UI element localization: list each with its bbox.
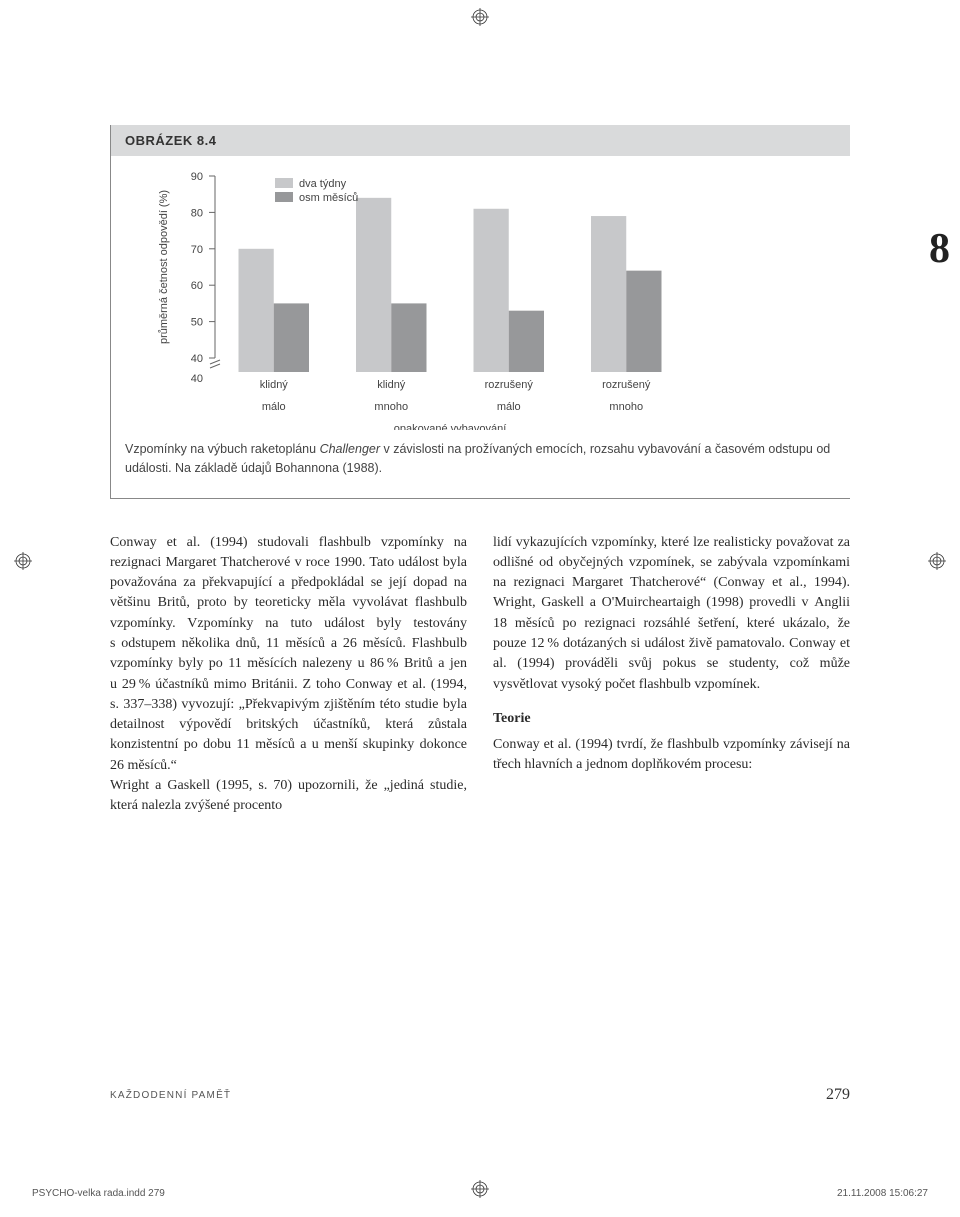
svg-text:40: 40	[191, 373, 203, 385]
registration-mark-icon	[471, 1180, 489, 1198]
caption-italic: Challenger	[320, 442, 380, 456]
chapter-number: 8	[929, 225, 950, 273]
svg-text:průměrná četnost odpovědí (%): průměrná četnost odpovědí (%)	[158, 190, 170, 344]
print-meta-timestamp: 21.11.2008 15:06:27	[837, 1188, 928, 1199]
svg-text:rozrušený: rozrušený	[485, 379, 534, 391]
svg-text:70: 70	[191, 244, 203, 256]
svg-text:mnoho: mnoho	[374, 401, 408, 413]
svg-text:80: 80	[191, 207, 203, 219]
caption-text-a: Vzpomínky na výbuch raketoplánu	[125, 442, 320, 456]
svg-text:klidný: klidný	[260, 379, 289, 391]
registration-mark-icon	[471, 8, 489, 26]
svg-text:40: 40	[191, 353, 203, 365]
section-heading: Teorie	[493, 709, 850, 729]
figure-caption: Vzpomínky na výbuch raketoplánu Challeng…	[125, 440, 836, 498]
bar-chart: 40 50 60 70 80 90 průměrná četnost odpovědí (%…	[125, 170, 836, 430]
figure-title: OBRÁZEK 8.4	[111, 125, 850, 156]
print-meta-file: PSYCHO-velka rada.indd 279	[32, 1188, 165, 1199]
running-footer: KAŽDODENNÍ PAMĚŤ	[110, 1090, 231, 1101]
svg-text:málo: málo	[497, 401, 521, 413]
paragraph: Conway et al. (1994) studovali flashbulb…	[110, 533, 467, 777]
column-right: lidí vykazujících vzpomínky, které lze r…	[493, 533, 850, 817]
svg-text:90: 90	[191, 171, 203, 183]
paragraph: Wright a Gaskell (1995, s. 70) upozornil…	[110, 776, 467, 817]
svg-text:60: 60	[191, 280, 203, 292]
registration-mark-icon	[928, 552, 946, 570]
svg-text:dva týdny: dva týdny	[299, 178, 347, 190]
registration-mark-icon	[14, 552, 32, 570]
body-columns: Conway et al. (1994) studovali flashbulb…	[110, 533, 850, 817]
column-left: Conway et al. (1994) studovali flashbulb…	[110, 533, 467, 817]
paragraph: Conway et al. (1994) tvrdí, že flashbulb…	[493, 735, 850, 776]
svg-text:opakované vybavování: opakované vybavování	[394, 423, 507, 430]
page-content: OBRÁZEK 8.4 8 405060708090průměrná četno…	[110, 125, 850, 817]
figure-box: OBRÁZEK 8.4 8 405060708090průměrná četno…	[110, 125, 850, 499]
svg-text:rozrušený: rozrušený	[602, 379, 651, 391]
svg-text:mnoho: mnoho	[609, 401, 643, 413]
svg-text:50: 50	[191, 317, 203, 329]
svg-text:málo: málo	[262, 401, 286, 413]
paragraph: lidí vykazujících vzpomínky, které lze r…	[493, 533, 850, 695]
svg-text:osm měsíců: osm měsíců	[299, 192, 358, 204]
page-number: 279	[826, 1086, 850, 1104]
svg-text:klidný: klidný	[377, 379, 406, 391]
